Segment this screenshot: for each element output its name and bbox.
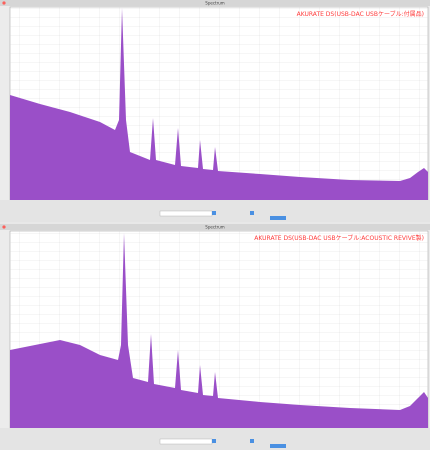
checkbox[interactable] — [250, 439, 254, 443]
title-bar — [0, 0, 430, 6]
window-title: Spectrum — [205, 225, 224, 230]
checkbox[interactable] — [250, 211, 254, 215]
checkbox[interactable] — [212, 211, 216, 215]
dropdown[interactable] — [159, 438, 213, 445]
close-button[interactable] — [2, 225, 6, 229]
window: Spectrum AKURATE DS(USB-DAC USBケーブル:ACOU… — [0, 224, 430, 450]
spectrum — [10, 8, 428, 200]
button[interactable] — [270, 216, 286, 220]
annotation: AKURATE DS(USB-DAC USBケーブル:付属品) — [297, 10, 424, 18]
window: Spectrum AKURATE DS(USB-DAC USBケーブル:付属品) — [0, 0, 430, 222]
annotation: AKURATE DS(USB-DAC USBケーブル:ACOUSTIC REVI… — [254, 234, 424, 242]
title-bar — [0, 224, 430, 230]
checkbox[interactable] — [212, 439, 216, 443]
close-button[interactable] — [2, 1, 6, 5]
button[interactable] — [270, 444, 286, 448]
window-title: Spectrum — [205, 1, 224, 6]
dropdown[interactable] — [159, 210, 213, 217]
spectrum — [10, 233, 428, 428]
